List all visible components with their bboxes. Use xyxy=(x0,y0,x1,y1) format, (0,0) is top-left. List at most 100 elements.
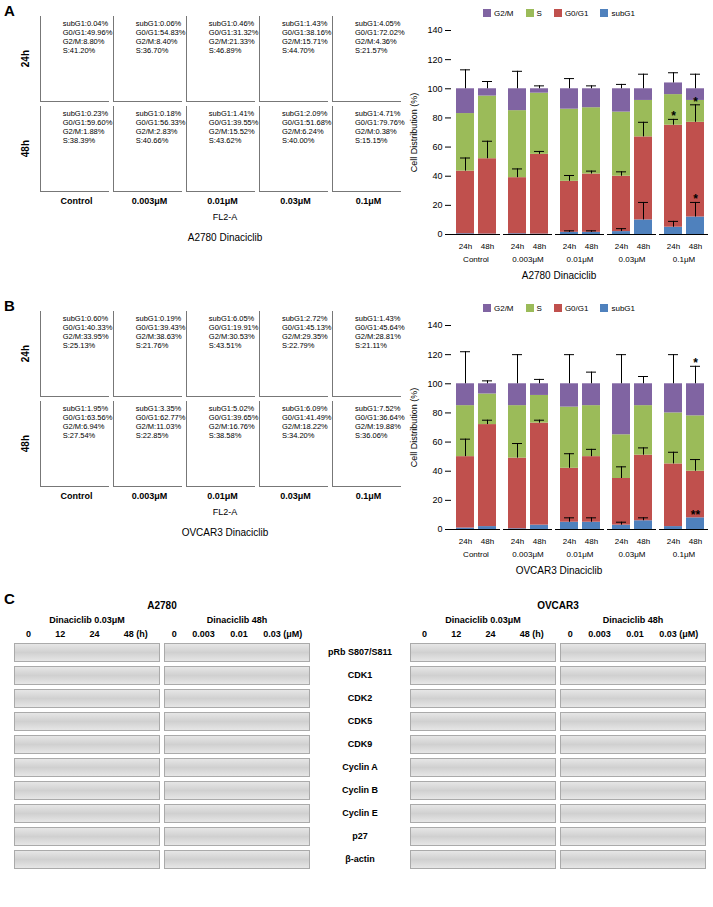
svg-text:0.003μM: 0.003μM xyxy=(512,550,544,559)
html-text:48 (h): 48 (h) xyxy=(123,629,148,639)
svg-text:48h: 48h xyxy=(481,242,494,251)
html-text:subG1: subG1 xyxy=(611,303,635,313)
svg-text:48h: 48h xyxy=(689,537,702,546)
svg-text:40: 40 xyxy=(432,171,442,181)
html-text:0.03 (μM): 0.03 (μM) xyxy=(263,629,303,639)
svg-text:48h: 48h xyxy=(533,242,546,251)
html-text:48 (h): 48 (h) xyxy=(519,629,544,639)
html-text:G0/G1: G0/G1 xyxy=(564,8,589,18)
html-text:C: C xyxy=(4,590,15,607)
svg-text:48h: 48h xyxy=(637,537,650,546)
html-text:Dinaciclib 48h: Dinaciclib 48h xyxy=(602,615,664,625)
svg-text:20: 20 xyxy=(432,495,442,505)
svg-text:24h: 24h xyxy=(667,537,680,546)
svg-text:20: 20 xyxy=(432,200,442,210)
html-text:0.03μM: 0.03μM xyxy=(280,196,311,206)
svg-text:**: ** xyxy=(691,508,701,522)
svg-text:0.03μM: 0.03μM xyxy=(619,550,646,559)
svg-text:0.1μM: 0.1μM xyxy=(673,255,696,264)
html-text:0.1μM: 0.1μM xyxy=(355,196,382,206)
svg-text:48h: 48h xyxy=(689,242,702,251)
html-text:24h: 24h xyxy=(20,50,31,68)
html-text:G2/M: G2/M xyxy=(494,8,514,18)
html-text:0.03μM: 0.03μM xyxy=(280,491,311,501)
html-text:48h: 48h xyxy=(20,140,31,158)
svg-text:0: 0 xyxy=(437,524,442,534)
svg-text:24h: 24h xyxy=(459,242,472,251)
svg-text:*: * xyxy=(693,95,698,109)
html-text:A2780 Dinaciclib: A2780 Dinaciclib xyxy=(521,270,597,281)
svg-text:0: 0 xyxy=(437,229,442,239)
html-text:FL2-A: FL2-A xyxy=(212,212,238,222)
svg-text:Control: Control xyxy=(463,550,489,559)
html-text:0.003μM: 0.003μM xyxy=(131,196,168,206)
svg-text:Cell Distribution (%): Cell Distribution (%) xyxy=(409,93,419,173)
svg-text:60: 60 xyxy=(432,437,442,447)
html-text:OVCAR3 Dinaciclib: OVCAR3 Dinaciclib xyxy=(181,527,269,538)
html-text:0.01: 0.01 xyxy=(626,629,644,639)
html-text:Control: Control xyxy=(60,196,93,206)
svg-text:40: 40 xyxy=(432,466,442,476)
svg-text:100: 100 xyxy=(427,379,442,389)
html-text:0.01μM: 0.01μM xyxy=(207,491,238,501)
html-text:Dinaciclib 0.03μM: Dinaciclib 0.03μM xyxy=(49,615,125,625)
svg-text:0.01μM: 0.01μM xyxy=(567,550,594,559)
svg-text:24h: 24h xyxy=(615,537,628,546)
svg-text:60: 60 xyxy=(432,142,442,152)
html-text:12: 12 xyxy=(55,629,66,639)
svg-text:48h: 48h xyxy=(585,242,598,251)
html-text:G2/M: G2/M xyxy=(494,303,514,313)
html-text:24h: 24h xyxy=(20,345,31,363)
svg-text:24h: 24h xyxy=(615,242,628,251)
svg-text:*: * xyxy=(693,356,698,370)
html-text:0.03 (μM): 0.03 (μM) xyxy=(659,629,699,639)
html-text:A2780: A2780 xyxy=(147,600,177,611)
svg-text:24h: 24h xyxy=(511,242,524,251)
html-text:A2780 Dinaciclib: A2780 Dinaciclib xyxy=(187,232,263,243)
svg-text:24h: 24h xyxy=(511,537,524,546)
html-text:48h: 48h xyxy=(20,435,31,453)
html-text:12: 12 xyxy=(451,629,462,639)
html-text:G0/G1: G0/G1 xyxy=(564,303,589,313)
svg-text:0.1μM: 0.1μM xyxy=(673,550,696,559)
html-text:0.01: 0.01 xyxy=(230,629,248,639)
html-text:0.003μM: 0.003μM xyxy=(131,491,168,501)
html-text:A: A xyxy=(4,2,15,19)
html-text:0.003: 0.003 xyxy=(588,629,611,639)
html-text:OVCAR3: OVCAR3 xyxy=(537,600,579,611)
html-text:FL2-A: FL2-A xyxy=(212,507,238,517)
svg-text:24h: 24h xyxy=(667,242,680,251)
svg-text:24h: 24h xyxy=(563,537,576,546)
svg-text:100: 100 xyxy=(427,84,442,94)
svg-text:24h: 24h xyxy=(563,242,576,251)
html-text:OVCAR3 Dinaciclib: OVCAR3 Dinaciclib xyxy=(515,565,603,576)
html-text:24: 24 xyxy=(89,629,100,639)
svg-text:48h: 48h xyxy=(533,537,546,546)
svg-text:48h: 48h xyxy=(637,242,650,251)
svg-text:140: 140 xyxy=(427,25,442,35)
svg-text:24h: 24h xyxy=(459,537,472,546)
svg-text:48h: 48h xyxy=(481,537,494,546)
svg-text:80: 80 xyxy=(432,408,442,418)
html-text:Dinaciclib 48h: Dinaciclib 48h xyxy=(206,615,268,625)
svg-text:0.03μM: 0.03μM xyxy=(619,255,646,264)
svg-text:*: * xyxy=(671,109,676,123)
html-text:subG1: subG1 xyxy=(611,8,635,18)
html-text:Dinaciclib 0.03μM: Dinaciclib 0.03μM xyxy=(445,615,521,625)
svg-text:Control: Control xyxy=(463,255,489,264)
html-text:0.01μM: 0.01μM xyxy=(207,196,238,206)
svg-text:0.01μM: 0.01μM xyxy=(567,255,594,264)
svg-text:120: 120 xyxy=(427,55,442,65)
html-text:24: 24 xyxy=(485,629,496,639)
svg-text:0.003μM: 0.003μM xyxy=(512,255,544,264)
svg-text:120: 120 xyxy=(427,350,442,360)
html-text:Control: Control xyxy=(60,491,93,501)
html-text:B: B xyxy=(4,297,15,314)
html-text:0.003: 0.003 xyxy=(192,629,215,639)
html-text:0.1μM: 0.1μM xyxy=(355,491,382,501)
svg-text:Cell Distribution (%): Cell Distribution (%) xyxy=(409,388,419,468)
svg-text:*: * xyxy=(693,192,698,206)
svg-text:80: 80 xyxy=(432,113,442,123)
svg-text:140: 140 xyxy=(427,320,442,330)
svg-text:48h: 48h xyxy=(585,537,598,546)
